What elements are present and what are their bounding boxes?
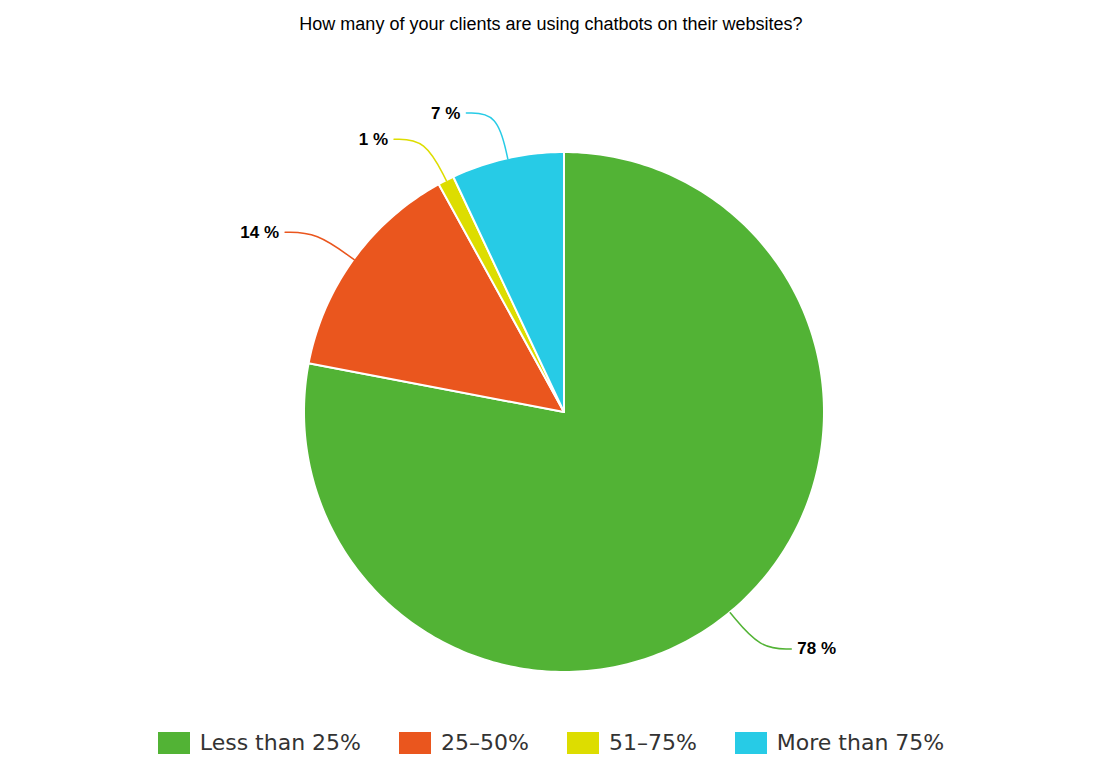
html-text:51–75%: 51–75% xyxy=(608,730,697,755)
svg-text:1 %: 1 % xyxy=(359,130,388,149)
html-text:How many of your clients are u: How many of your clients are using chatb… xyxy=(299,14,803,34)
svg-text:78 %: 78 % xyxy=(797,639,836,658)
html-text:More than 75%: More than 75% xyxy=(776,730,945,755)
html-text:Less than 25%: Less than 25% xyxy=(199,730,361,755)
svg-text:14 %: 14 % xyxy=(240,223,279,242)
svg-text:7 %: 7 % xyxy=(431,104,460,123)
html-text:25–50%: 25–50% xyxy=(441,730,529,755)
